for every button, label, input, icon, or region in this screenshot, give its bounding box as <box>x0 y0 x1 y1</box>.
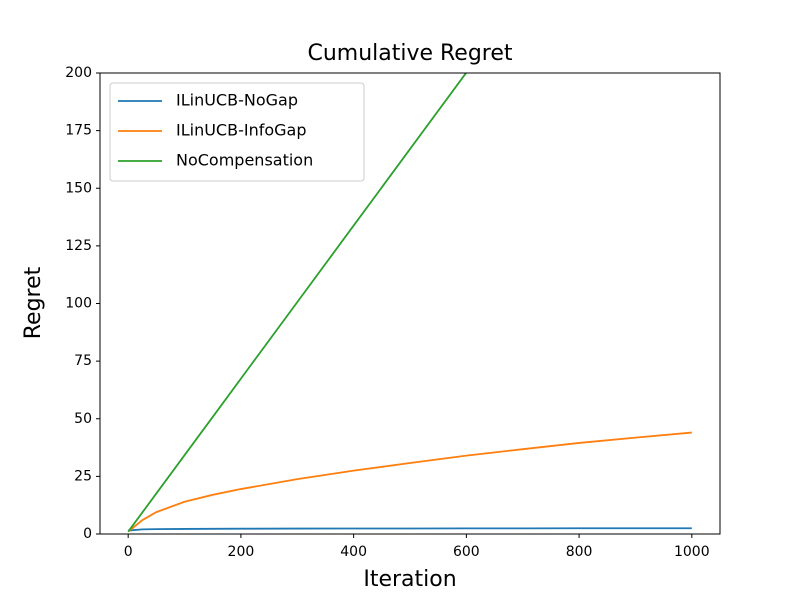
x-tick-label: 1000 <box>674 544 710 560</box>
x-tick-label: 400 <box>340 544 367 560</box>
y-tick-label: 50 <box>74 411 92 427</box>
y-axis-label: Regret <box>21 266 46 339</box>
y-tick-label: 175 <box>65 123 92 139</box>
legend-box <box>109 82 365 182</box>
y-tick-label: 25 <box>74 468 92 484</box>
y-tick-label: 0 <box>83 526 92 542</box>
x-tick-label: 0 <box>124 544 133 560</box>
legend-label: ILinUCB-NoGap <box>176 91 298 110</box>
legend-label: NoCompensation <box>176 151 313 170</box>
x-axis-label: Iteration <box>363 567 456 592</box>
series-line <box>127 431 692 533</box>
legend-label: ILinUCB-InfoGap <box>176 121 307 140</box>
y-tick-label: 150 <box>65 180 92 196</box>
y-tick-label: 75 <box>74 353 92 369</box>
y-tick-label: 100 <box>65 296 92 312</box>
series-line <box>127 73 468 533</box>
chart-title: Cumulative Regret <box>307 41 512 66</box>
y-tick-label: 200 <box>65 65 92 81</box>
series-line <box>128 527 692 532</box>
x-tick-label: 200 <box>228 544 255 560</box>
x-tick-label: 600 <box>453 544 480 560</box>
x-tick-label: 800 <box>566 544 593 560</box>
y-tick-label: 125 <box>65 238 92 254</box>
plot-area <box>127 73 692 533</box>
